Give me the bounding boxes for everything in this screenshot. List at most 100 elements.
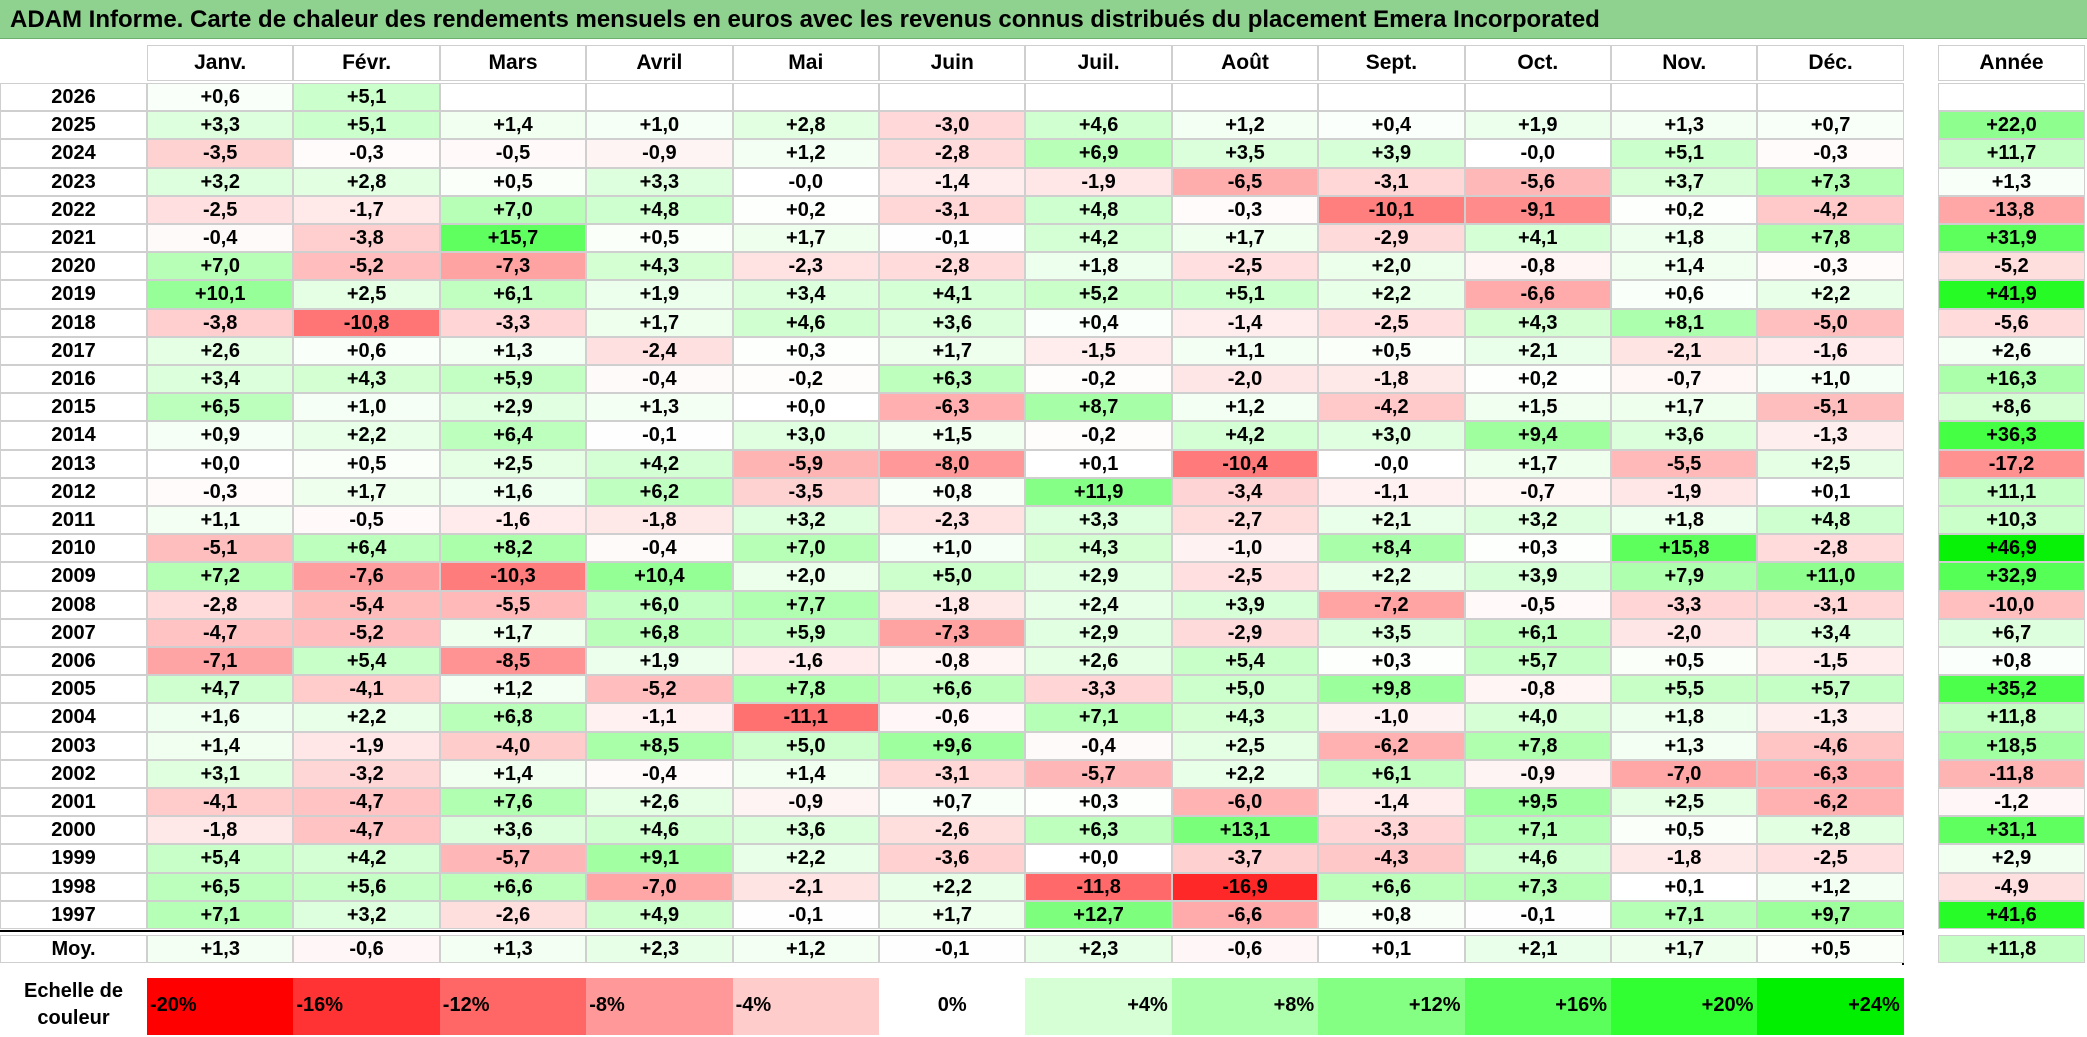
- heat-cell: +3,5: [1318, 618, 1465, 647]
- heat-cell: -1,1: [586, 703, 733, 732]
- heat-cell: +4,3: [586, 252, 733, 281]
- heat-cell: +3,4: [732, 280, 879, 309]
- year-label: 2011: [0, 506, 147, 535]
- heat-cell: -10,1: [1318, 195, 1465, 224]
- heat-cell: +3,2: [293, 900, 440, 929]
- heat-cell: +2,9: [439, 393, 587, 422]
- heat-cell: +1,4: [732, 759, 879, 788]
- heat-cell: -1,7: [293, 195, 440, 224]
- annual-cell: +1,3: [1938, 167, 2085, 196]
- heat-cell: -0,8: [879, 647, 1026, 676]
- average-cell: +2,1: [1464, 935, 1611, 963]
- year-label: 2010: [0, 534, 147, 563]
- heat-cell: -1,5: [1757, 647, 1904, 676]
- heat-cell: +6,9: [1025, 139, 1172, 168]
- heat-cell: +1,8: [1611, 703, 1758, 732]
- heat-cell: +5,6: [293, 872, 440, 901]
- heat-cell: +0,3: [1464, 534, 1611, 563]
- heat-cell: -2,0: [1611, 618, 1758, 647]
- annual-cell: +22,0: [1938, 111, 2085, 140]
- heat-cell: -16,9: [1171, 872, 1319, 901]
- heat-cell: -2,6: [439, 900, 587, 929]
- heat-cell: +2,1: [1464, 336, 1611, 365]
- year-label: 2025: [0, 111, 147, 140]
- heat-cell: -1,0: [1318, 703, 1465, 732]
- heat-cell: -0,0: [732, 167, 879, 196]
- heat-cell: +1,9: [1464, 111, 1611, 140]
- heat-cell: -3,1: [1757, 590, 1904, 619]
- heat-cell: +3,9: [1318, 139, 1465, 168]
- heat-cell: -2,9: [1171, 618, 1319, 647]
- year-label: 1997: [0, 900, 147, 929]
- heat-cell: -2,8: [147, 590, 294, 619]
- year-label: 2009: [0, 562, 147, 591]
- heat-cell: +0,6: [293, 336, 440, 365]
- heat-cell: -4,2: [1318, 393, 1465, 422]
- heat-cell: -3,5: [732, 477, 879, 506]
- heat-cell: +1,8: [1025, 252, 1172, 281]
- heat-cell: +3,2: [1464, 506, 1611, 535]
- heat-cell: +4,8: [1025, 195, 1172, 224]
- heat-cell: -0,3: [1757, 252, 1904, 281]
- heat-cell: +0,5: [293, 449, 440, 478]
- year-label: 1998: [0, 872, 147, 901]
- heat-cell: +12,7: [1025, 900, 1172, 929]
- heat-cell: -5,4: [293, 590, 440, 619]
- heat-cell: +3,6: [1611, 421, 1758, 450]
- heat-cell: +1,6: [439, 477, 587, 506]
- heat-cell: +1,5: [879, 421, 1026, 450]
- annual-cell: [1938, 83, 2085, 112]
- heat-cell: -4,2: [1757, 195, 1904, 224]
- heat-cell: -2,5: [1318, 308, 1465, 337]
- heat-cell: +3,6: [732, 816, 879, 845]
- annual-cell: -11,8: [1938, 759, 2085, 788]
- heat-cell: +4,8: [586, 195, 733, 224]
- heat-cell: -1,9: [1611, 477, 1758, 506]
- heat-cell: -5,6: [1464, 167, 1611, 196]
- heat-cell: -2,6: [879, 816, 1026, 845]
- heat-cell: +2,6: [147, 336, 294, 365]
- annual-cell: +32,9: [1938, 562, 2085, 591]
- annual-cell: -10,0: [1938, 590, 2085, 619]
- heat-cell: -5,5: [1611, 449, 1758, 478]
- heat-cell: +4,2: [586, 449, 733, 478]
- heat-cell: -5,7: [439, 844, 587, 873]
- month-header: Déc.: [1757, 45, 1904, 81]
- color-scale-swatch: +8%: [1171, 978, 1319, 1035]
- heat-cell: +7,3: [1464, 872, 1611, 901]
- heat-cell: +9,8: [1318, 675, 1465, 704]
- heat-cell: -0,7: [1464, 477, 1611, 506]
- heat-cell: +6,3: [1025, 816, 1172, 845]
- heat-cell: [1757, 83, 1904, 112]
- annual-cell: +0,8: [1938, 647, 2085, 676]
- heat-cell: +2,5: [1757, 449, 1904, 478]
- average-cell: +2,3: [1025, 935, 1172, 963]
- color-scale-swatch: -12%: [439, 978, 587, 1035]
- heat-cell: +0,2: [732, 195, 879, 224]
- heat-cell: +0,5: [1318, 336, 1465, 365]
- heat-cell: +0,5: [439, 167, 587, 196]
- heat-cell: -4,7: [293, 816, 440, 845]
- heat-cell: -3,8: [293, 224, 440, 253]
- heat-cell: -2,0: [1171, 365, 1319, 394]
- heat-cell: -7,0: [586, 872, 733, 901]
- heat-cell: +5,1: [293, 111, 440, 140]
- year-label: 2007: [0, 618, 147, 647]
- heat-cell: -7,6: [293, 562, 440, 591]
- heat-cell: -2,5: [1171, 252, 1319, 281]
- heat-cell: +4,2: [293, 844, 440, 873]
- heat-cell: +3,6: [879, 308, 1026, 337]
- heat-cell: +2,9: [1025, 562, 1172, 591]
- heat-cell: -2,3: [732, 252, 879, 281]
- heat-cell: -4,7: [147, 618, 294, 647]
- heat-cell: +1,0: [586, 111, 733, 140]
- month-header: Mars: [439, 45, 587, 81]
- heat-cell: -0,0: [1464, 139, 1611, 168]
- heat-cell: +5,4: [293, 647, 440, 676]
- heat-cell: -4,1: [147, 788, 294, 817]
- average-cell: -0,6: [293, 935, 440, 963]
- heat-cell: +10,1: [147, 280, 294, 309]
- annual-cell: +16,3: [1938, 365, 2085, 394]
- average-cell: +1,3: [147, 935, 294, 963]
- annual-cell: +46,9: [1938, 534, 2085, 563]
